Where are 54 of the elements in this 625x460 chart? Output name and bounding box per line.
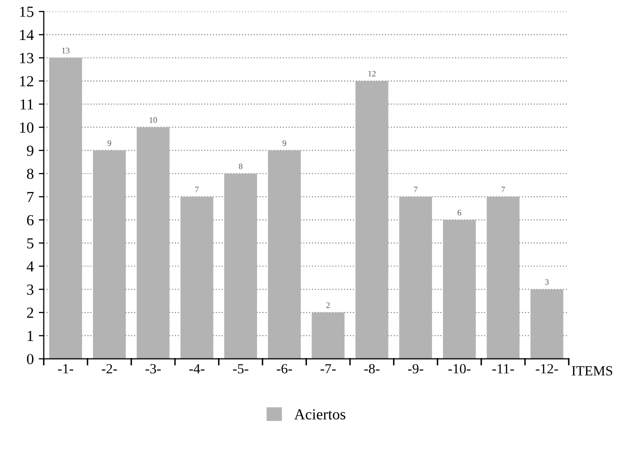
bar (486, 196, 520, 359)
y-tick-label: 3 (27, 284, 34, 295)
legend-label: Aciertos (294, 409, 346, 420)
x-tick-label: -10- (448, 364, 470, 374)
bar (312, 312, 345, 359)
bar (355, 80, 388, 359)
bar (49, 58, 82, 359)
x-tick-label: -6- (276, 364, 292, 374)
data-label: 2 (326, 302, 330, 308)
y-tick-label: 5 (27, 238, 34, 248)
y-tick-label: 7 (27, 192, 34, 202)
y-tick-label: 15 (20, 6, 34, 17)
x-axis-title: ITEMS (572, 366, 612, 376)
y-tick-label: 4 (26, 261, 34, 272)
bar (92, 150, 126, 359)
x-tick-label: -1- (58, 364, 74, 374)
bar (180, 196, 214, 359)
bar (530, 289, 564, 359)
data-label: 6 (458, 210, 462, 216)
x-tick-label: -4- (189, 364, 204, 374)
bar (136, 127, 170, 359)
y-tick-label: 2 (27, 308, 34, 318)
y-tick-label: 6 (27, 215, 34, 226)
x-tick-label: -5- (233, 364, 248, 374)
data-label: 12 (368, 70, 376, 76)
data-label: 9 (282, 140, 286, 146)
y-tick-label: 0 (26, 354, 34, 364)
data-label: 7 (502, 186, 505, 192)
data-label: 7 (195, 186, 199, 192)
x-tick-label: -3- (146, 364, 161, 374)
data-label: 3 (545, 279, 549, 285)
y-tick-label: 12 (20, 76, 34, 86)
x-tick-label: -9- (408, 364, 424, 374)
data-label: 10 (150, 117, 157, 123)
y-tick-label: 1 (28, 330, 34, 341)
y-tick-label: 14 (20, 30, 34, 40)
x-tick-label: -8- (364, 364, 380, 374)
data-label: 8 (238, 163, 242, 170)
y-tick-label: 10 (20, 122, 34, 133)
bar (224, 174, 258, 359)
data-label: 9 (108, 140, 112, 146)
y-tick-label: 9 (26, 146, 34, 156)
y-tick-label: 8 (26, 168, 34, 180)
x-tick-label: -11- (492, 364, 514, 374)
bar (399, 196, 432, 359)
y-tick-label: 13 (20, 52, 34, 64)
x-tick-label: -7- (320, 364, 336, 374)
y-tick-label: 11 (20, 99, 34, 110)
data-label: 13 (62, 48, 70, 54)
data-label: 7 (414, 186, 418, 192)
x-tick-label: -2- (102, 364, 117, 374)
bar (268, 150, 301, 359)
bar (442, 220, 476, 359)
x-tick-label: -12- (536, 364, 558, 374)
